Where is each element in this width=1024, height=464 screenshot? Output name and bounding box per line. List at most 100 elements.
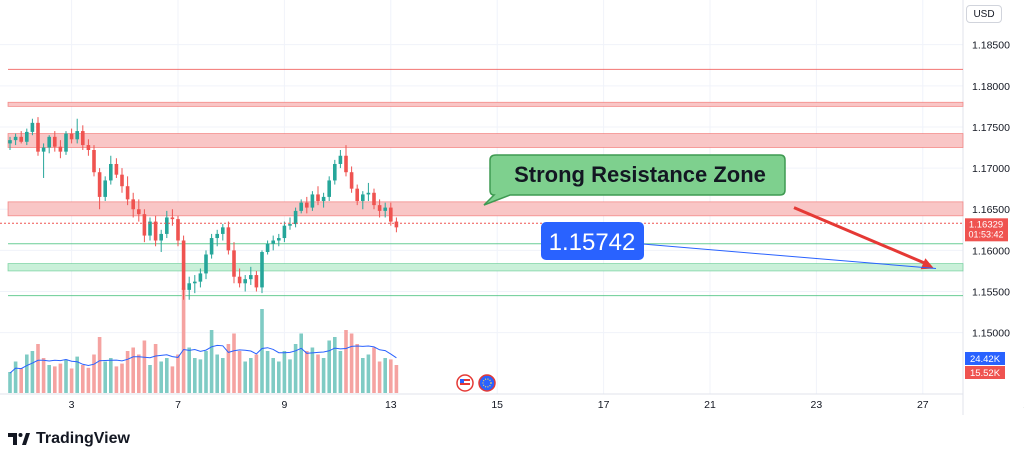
candle[interactable] — [316, 194, 320, 202]
candle[interactable] — [249, 275, 253, 280]
candle[interactable] — [81, 131, 85, 146]
candle[interactable] — [103, 180, 107, 197]
volume-bar — [198, 359, 203, 393]
candle[interactable] — [389, 207, 393, 222]
volume-bar — [349, 333, 354, 393]
candle[interactable] — [277, 238, 281, 241]
candle[interactable] — [394, 221, 399, 228]
volume-bar — [165, 358, 169, 393]
candle[interactable] — [30, 122, 35, 132]
candle[interactable] — [53, 136, 57, 147]
candle[interactable] — [293, 210, 298, 225]
candle[interactable] — [8, 140, 12, 144]
us-flag-icon[interactable] — [456, 374, 474, 392]
price-axis[interactable]: 1.18500 1.18000 1.17500 1.17000 1.16500 1.160… — [972, 40, 1010, 340]
candle[interactable] — [372, 192, 376, 206]
candle[interactable] — [237, 276, 242, 284]
volume-bar — [103, 361, 107, 393]
candle[interactable] — [58, 146, 63, 152]
time-axis[interactable]: 37913151721232729Nov57111317 — [69, 399, 1024, 411]
candle[interactable] — [299, 202, 303, 211]
candle[interactable] — [260, 252, 264, 288]
volume-bar — [243, 361, 247, 393]
candle[interactable] — [209, 238, 214, 255]
candle[interactable] — [366, 192, 371, 195]
candle[interactable] — [64, 133, 68, 152]
candle[interactable] — [232, 250, 236, 277]
candle[interactable] — [114, 163, 119, 175]
candle[interactable] — [221, 227, 225, 234]
candle[interactable] — [265, 243, 270, 253]
candle[interactable] — [355, 188, 359, 202]
candle[interactable] — [137, 209, 141, 215]
candle[interactable] — [361, 194, 365, 202]
target-price-label[interactable]: 1.15742 — [541, 222, 644, 260]
candle[interactable] — [69, 133, 74, 140]
candle[interactable] — [383, 207, 387, 211]
candle[interactable] — [92, 150, 96, 173]
volume-value-b: 15.52K — [970, 368, 1001, 379]
candle[interactable] — [41, 147, 46, 152]
volume-bar — [389, 359, 393, 393]
candle[interactable] — [153, 221, 158, 241]
projection-arrow[interactable] — [793, 206, 929, 266]
candle[interactable] — [193, 281, 197, 284]
candle[interactable] — [36, 122, 40, 152]
candle[interactable] — [377, 205, 382, 211]
candle[interactable] — [271, 240, 275, 244]
candle[interactable] — [321, 196, 326, 202]
candle[interactable] — [165, 217, 169, 234]
volume-bar — [137, 354, 141, 393]
candle[interactable] — [97, 172, 102, 197]
candle[interactable] — [109, 163, 113, 181]
candle[interactable] — [204, 254, 208, 274]
candle[interactable] — [198, 273, 203, 282]
candle[interactable] — [226, 227, 231, 251]
candle[interactable] — [215, 233, 219, 239]
candle[interactable] — [13, 136, 18, 141]
volume-bar — [288, 359, 292, 393]
candle[interactable] — [25, 131, 29, 142]
target-price-box[interactable] — [541, 222, 644, 260]
candle[interactable] — [75, 131, 79, 140]
brand[interactable]: TradingView — [8, 428, 130, 450]
candle[interactable] — [148, 221, 152, 236]
volume-bar — [366, 354, 371, 393]
candle[interactable] — [142, 214, 147, 236]
volume-bar — [8, 372, 12, 393]
candle[interactable] — [327, 180, 331, 197]
candle[interactable] — [243, 279, 247, 284]
candles[interactable] — [8, 117, 399, 300]
candle[interactable] — [254, 275, 259, 288]
candle[interactable] — [47, 136, 51, 148]
currency-selector[interactable]: USD — [966, 5, 1002, 23]
candle[interactable] — [181, 240, 186, 290]
resistance-zone — [7, 101, 964, 107]
candle[interactable] — [125, 186, 130, 200]
candle[interactable] — [333, 163, 337, 181]
candle[interactable] — [338, 155, 343, 164]
candle[interactable] — [305, 202, 309, 208]
candle[interactable] — [349, 172, 354, 189]
candle[interactable] — [187, 283, 191, 290]
callout-bubble[interactable] — [483, 154, 786, 206]
candle[interactable] — [176, 219, 180, 241]
target-price-text: 1.15742 — [549, 229, 636, 256]
candle[interactable] — [120, 174, 124, 187]
candle[interactable] — [19, 136, 23, 142]
candle[interactable] — [131, 199, 135, 210]
candle[interactable] — [310, 194, 315, 208]
candle[interactable] — [288, 224, 292, 226]
candle[interactable] — [159, 233, 163, 241]
candle[interactable] — [170, 217, 175, 220]
volume-bar — [92, 354, 96, 393]
candle[interactable] — [282, 225, 287, 239]
candle[interactable] — [344, 155, 348, 173]
volume-bar — [232, 333, 236, 393]
price-tick-label: 1.15500 — [972, 287, 1010, 299]
volume-bar — [170, 366, 175, 393]
eu-flag-icon[interactable] — [478, 374, 496, 392]
candle[interactable] — [86, 145, 91, 150]
callout[interactable]: Strong Resistance Zone — [483, 154, 786, 206]
